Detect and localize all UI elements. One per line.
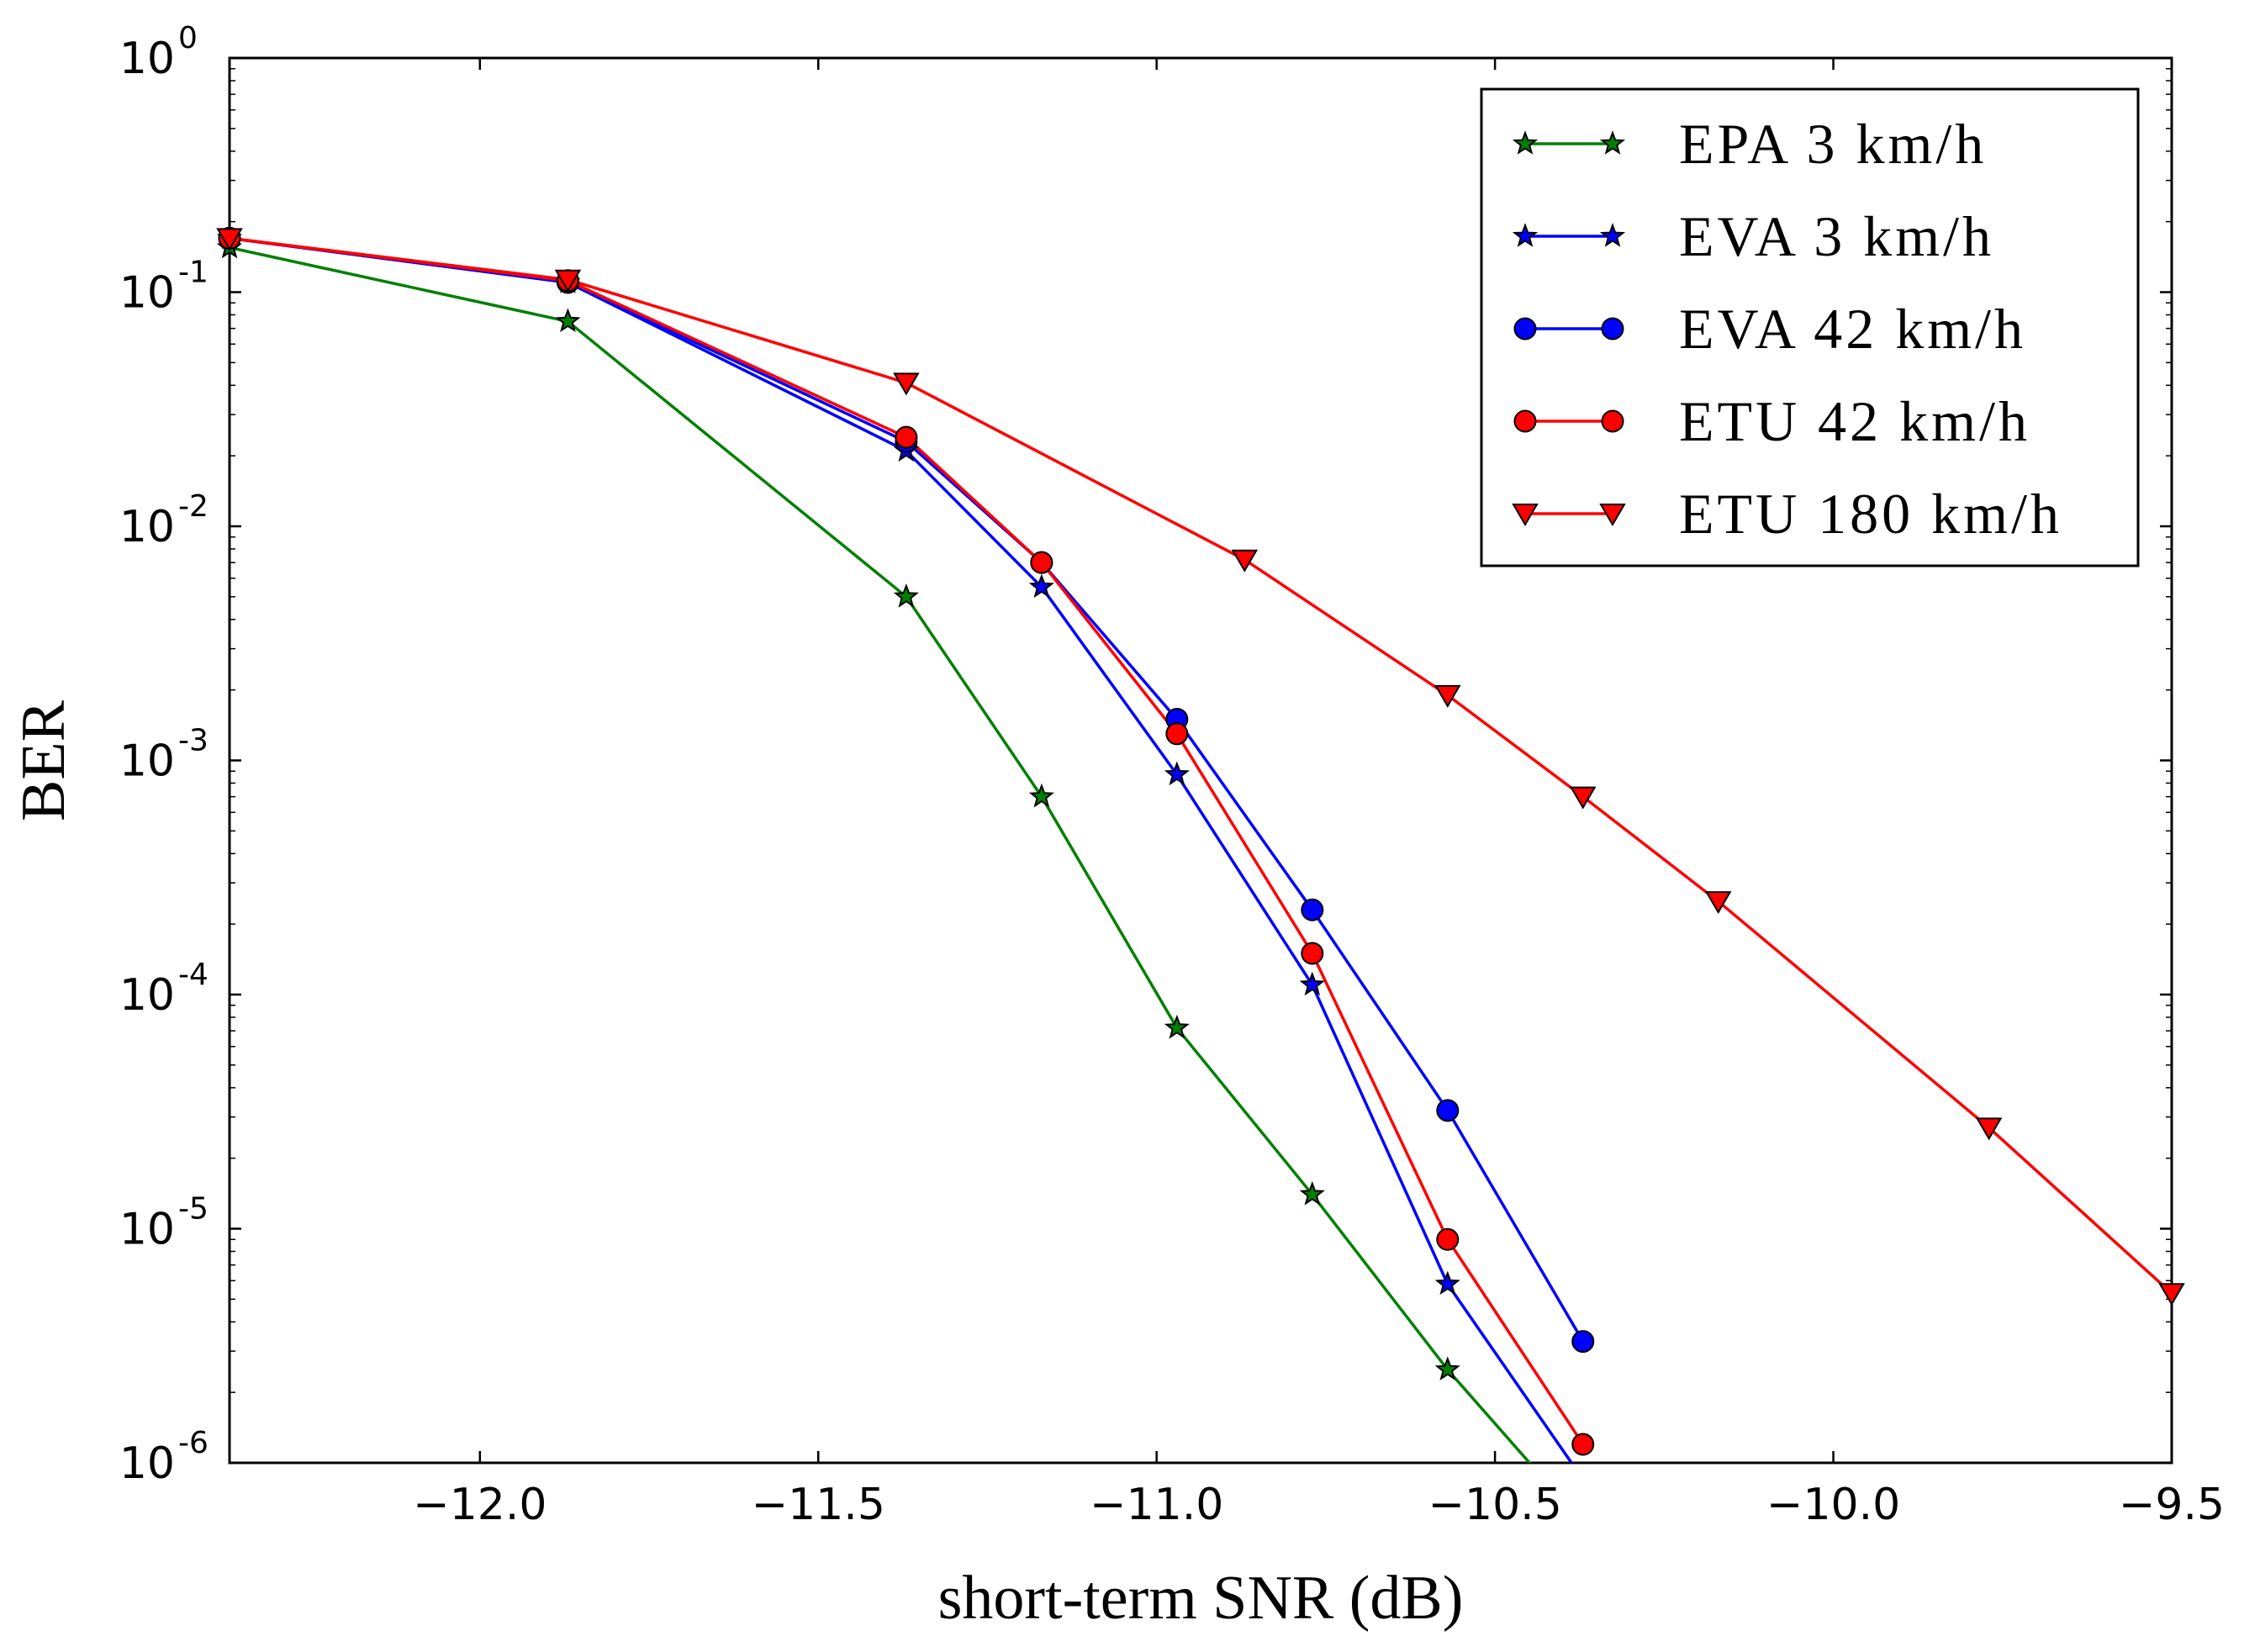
y-tick-exponent: -2	[178, 489, 209, 524]
data-point	[216, 228, 243, 251]
markers-layer	[216, 224, 2185, 1456]
data-point	[1030, 551, 1053, 574]
x-tick-label: −9.5	[2119, 1480, 2225, 1530]
data-point	[1301, 898, 1324, 921]
data-point	[1436, 1227, 1460, 1251]
legend-marker	[1512, 504, 1539, 526]
legend-label: EPA 3 km/h	[1679, 112, 1987, 176]
legend-label: ETU 180 km/h	[1679, 482, 2062, 546]
legend-label: EVA 42 km/h	[1679, 297, 2026, 361]
x-tick-label: −11.0	[1090, 1480, 1223, 1530]
data-point	[1165, 722, 1189, 746]
legend-marker	[1601, 317, 1624, 340]
data-point	[893, 372, 920, 396]
data-point	[2158, 1283, 2185, 1306]
legend-marker	[1601, 409, 1624, 433]
x-axis-title: short-term SNR (dB)	[938, 1564, 1464, 1633]
data-point	[1436, 1099, 1460, 1122]
legend-marker	[1599, 130, 1626, 155]
data-point	[893, 583, 919, 608]
data-point	[1164, 761, 1190, 786]
data-point	[1975, 1117, 2003, 1141]
data-point	[1571, 1330, 1595, 1354]
y-axis-title: BER	[9, 699, 78, 821]
data-point	[1231, 549, 1259, 573]
x-tick-label: −10.5	[1428, 1480, 1561, 1530]
y-tick-exponent: -6	[178, 1426, 209, 1460]
data-point	[1301, 942, 1324, 965]
legend-marker	[1512, 223, 1539, 247]
y-tick-exponent: -3	[178, 724, 209, 758]
data-point	[1299, 1180, 1325, 1206]
data-point	[1299, 971, 1325, 996]
data-point	[1434, 684, 1461, 708]
series-line-3	[230, 236, 1585, 1445]
y-tick-exponent: 0	[178, 21, 198, 55]
legend-marker	[1512, 130, 1539, 155]
y-tick-label: 10	[119, 1438, 175, 1489]
y-tick-label: 10	[119, 34, 175, 84]
data-point	[1434, 1270, 1460, 1296]
series-line-0	[230, 245, 1532, 1463]
y-tick-exponent: -4	[178, 958, 209, 992]
y-tick-label: 10	[119, 502, 175, 552]
data-point	[1570, 786, 1597, 810]
x-tick-label: −12.0	[413, 1480, 546, 1530]
y-tick-exponent: -5	[178, 1192, 209, 1227]
legend-marker	[1599, 223, 1626, 247]
y-tick-label: 10	[119, 268, 175, 319]
y-tick-exponent: -1	[178, 256, 209, 290]
legend-marker	[1599, 504, 1626, 526]
series-line-2	[230, 236, 1585, 1343]
x-tick-label: −11.5	[752, 1480, 885, 1530]
data-point	[1434, 1356, 1460, 1380]
legend-marker	[1513, 409, 1537, 433]
data-point	[1704, 891, 1732, 915]
y-tick-label: 10	[119, 970, 175, 1021]
data-point	[1571, 1433, 1595, 1456]
x-tick-label: −10.0	[1766, 1480, 1900, 1530]
legend-label: ETU 42 km/h	[1679, 389, 2030, 453]
data-point	[895, 425, 918, 449]
data-point	[1028, 573, 1054, 599]
y-tick-label: 10	[119, 736, 175, 787]
data-point	[554, 269, 582, 293]
y-tick-label: 10	[119, 1205, 175, 1255]
data-point	[1164, 1014, 1190, 1039]
legend: EPA 3 km/h EVA 3 km/h EVA 42 km/h ETU 42 km…	[1480, 87, 2140, 567]
legend-marker	[1513, 317, 1537, 340]
legend-label: EVA 3 km/h	[1679, 204, 1994, 268]
data-point	[1028, 783, 1054, 808]
data-point	[555, 308, 581, 333]
